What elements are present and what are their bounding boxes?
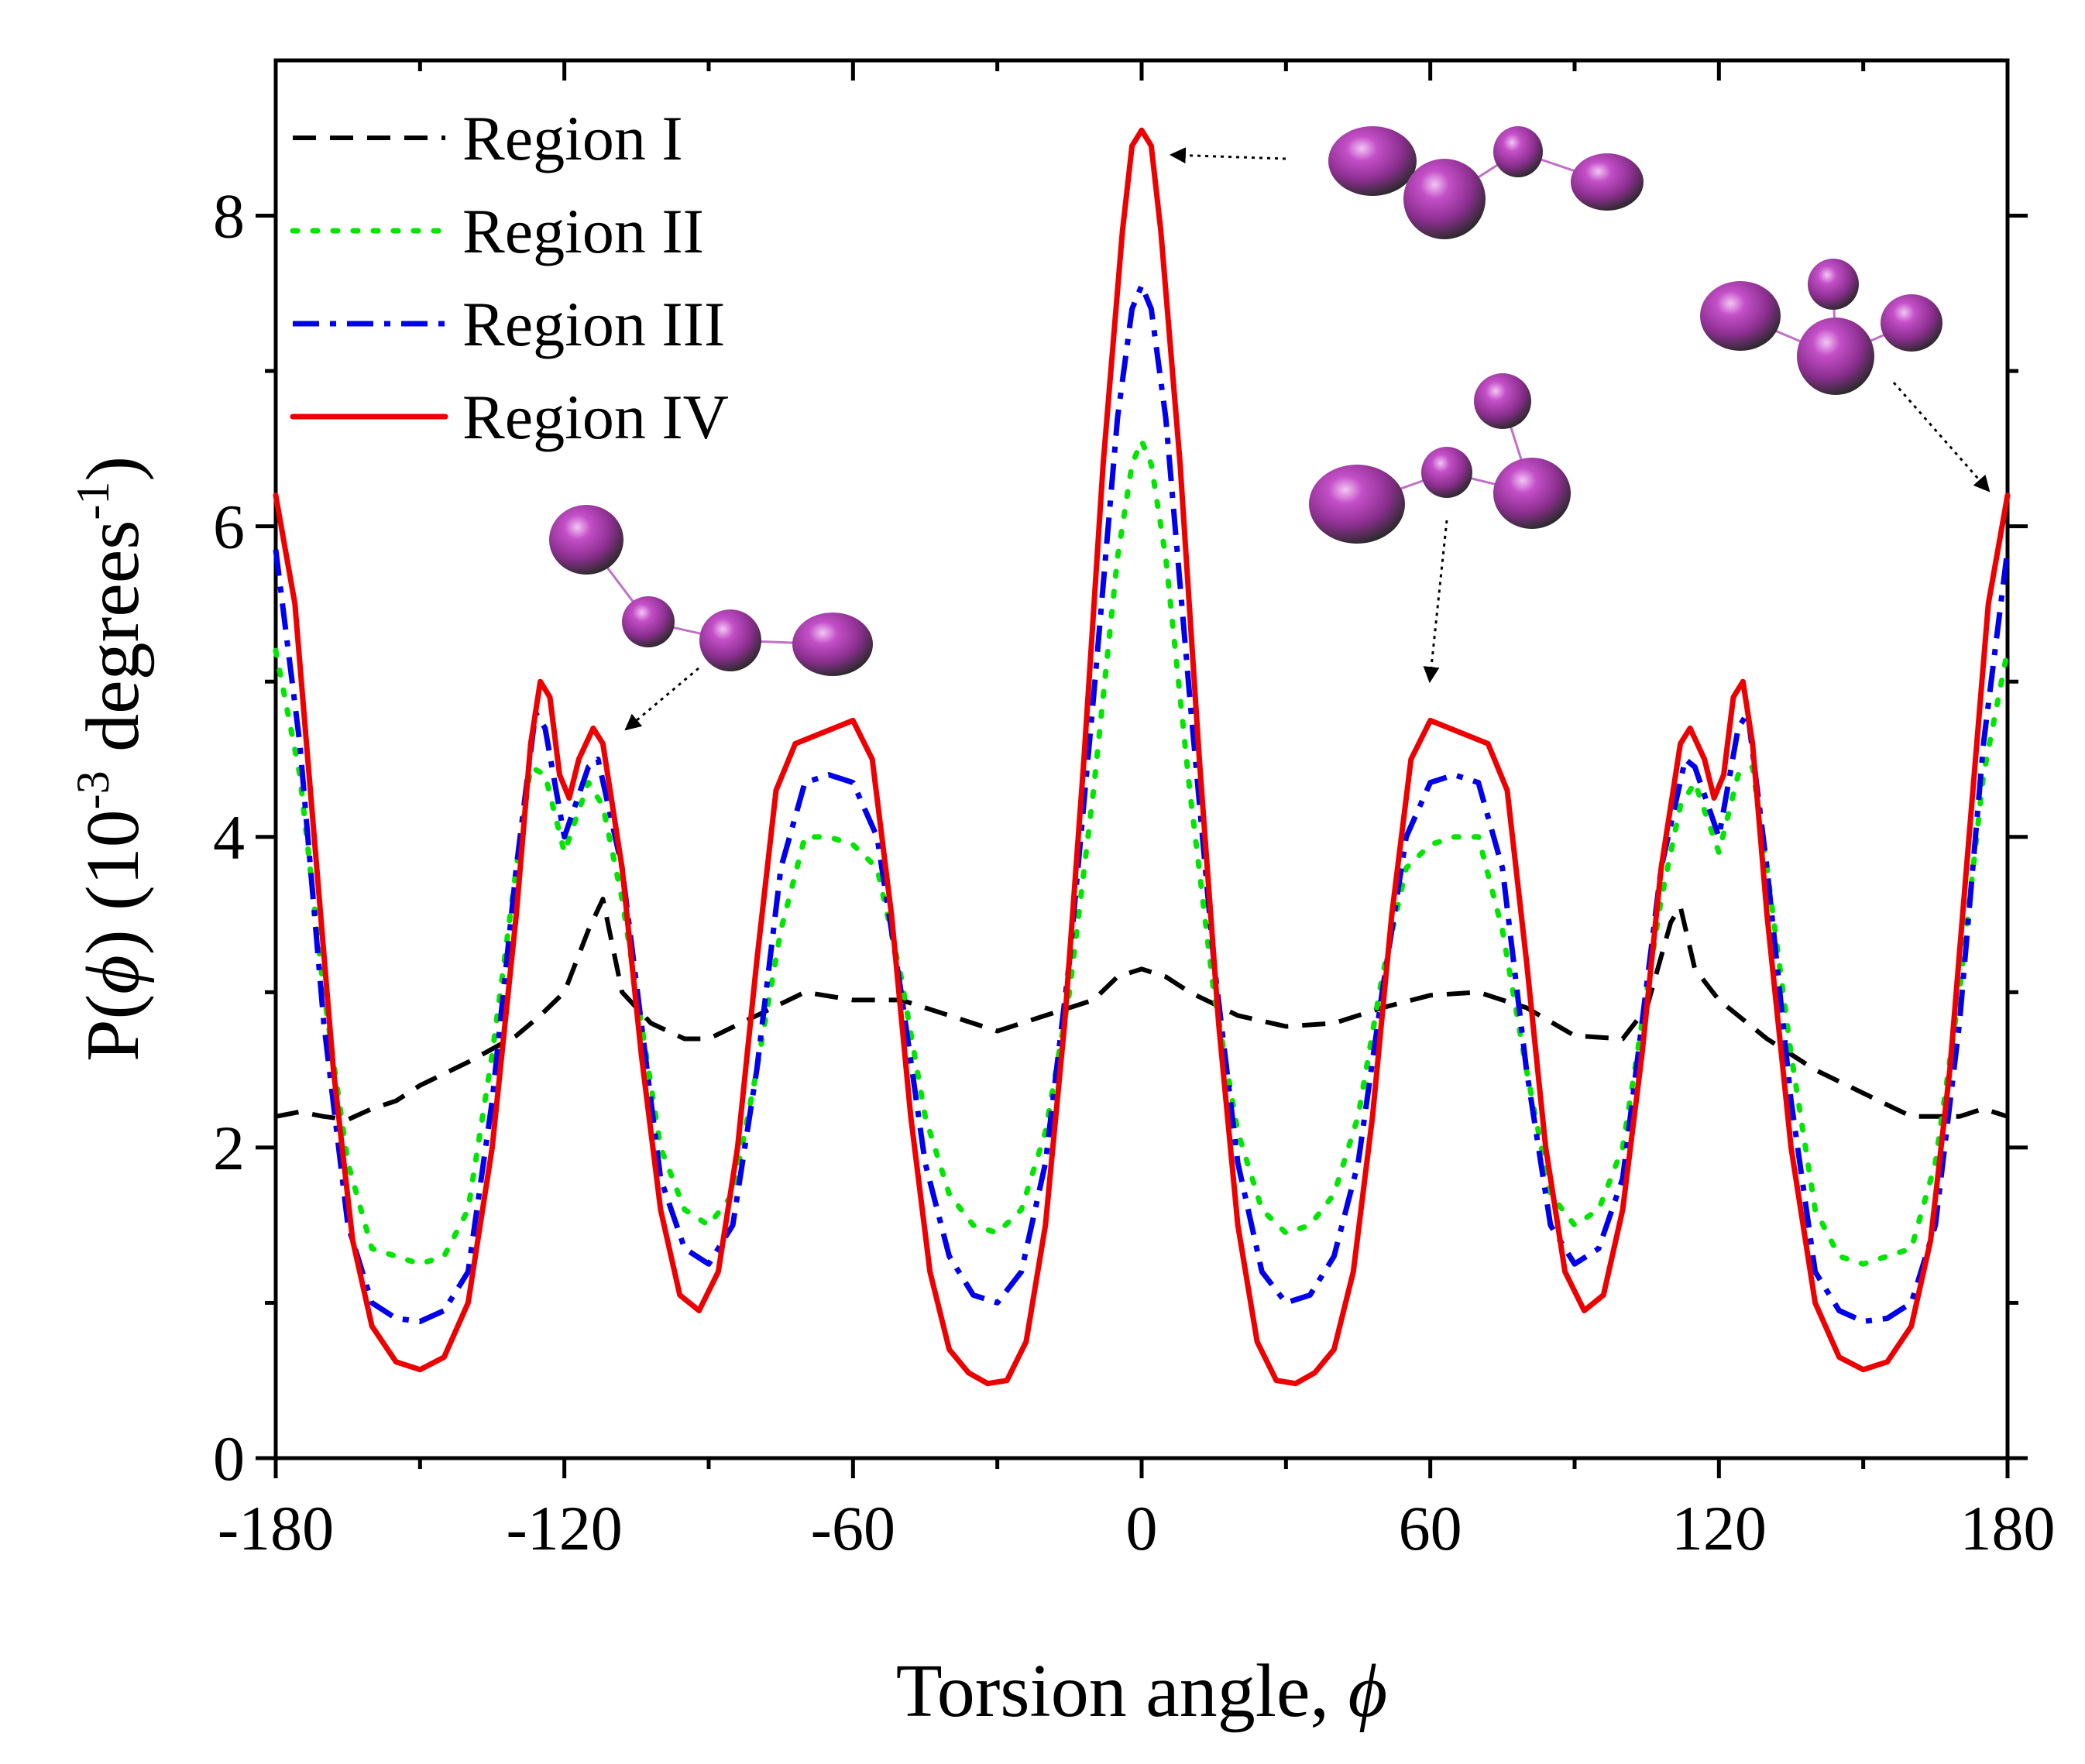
legend-label: Region I <box>462 103 683 173</box>
x-tick-label: -180 <box>218 1493 334 1563</box>
y-tick-label: 6 <box>213 492 245 562</box>
x-tick-label: 180 <box>1960 1493 2056 1563</box>
molecule-peak-60 <box>1309 373 1571 544</box>
molecule-peak-minus-115 <box>549 505 873 676</box>
x-axis-title: Torsion angle, ϕ <box>896 1649 1387 1733</box>
x-tick-label: -120 <box>507 1493 623 1563</box>
arrow-peak-minus-115 <box>624 667 699 731</box>
axis-ticks: -180 -120 -60 0 60 120 180 0 2 4 6 8 <box>213 60 2056 1563</box>
series-lines <box>273 127 2011 1387</box>
series-region-ii <box>273 438 2011 1267</box>
y-tick-label: 8 <box>213 181 245 252</box>
legend: Region I Region II Region III Region IV <box>290 103 729 452</box>
y-tick-label: 2 <box>213 1113 245 1183</box>
x-tick-label: 0 <box>1126 1493 1158 1563</box>
plot-frame <box>273 58 2010 1460</box>
molecule-peak-180 <box>1700 259 1942 395</box>
series-region-iv <box>273 127 2011 1387</box>
x-tick-label: 120 <box>1671 1493 1767 1563</box>
y-axis-title: P(ϕ) (10-3 degrees-1) <box>67 456 155 1062</box>
legend-label: Region II <box>462 196 704 266</box>
y-tick-label: 0 <box>213 1423 245 1494</box>
series-region-iii <box>273 283 2011 1324</box>
arrow-peak-60 <box>1423 520 1448 684</box>
y-tick-label: 4 <box>213 802 245 873</box>
legend-label: Region III <box>462 289 725 359</box>
arrow-peak-0 <box>1169 147 1286 164</box>
x-axis-title-symbol: ϕ <box>1348 1649 1388 1733</box>
arrow-peak-180 <box>1892 382 1991 492</box>
molecule-peak-0 <box>1328 126 1644 239</box>
legend-label: Region IV <box>462 382 729 452</box>
x-tick-label: 60 <box>1399 1493 1462 1563</box>
series-region-i <box>275 897 2008 1122</box>
x-tick-label: -60 <box>811 1493 895 1563</box>
